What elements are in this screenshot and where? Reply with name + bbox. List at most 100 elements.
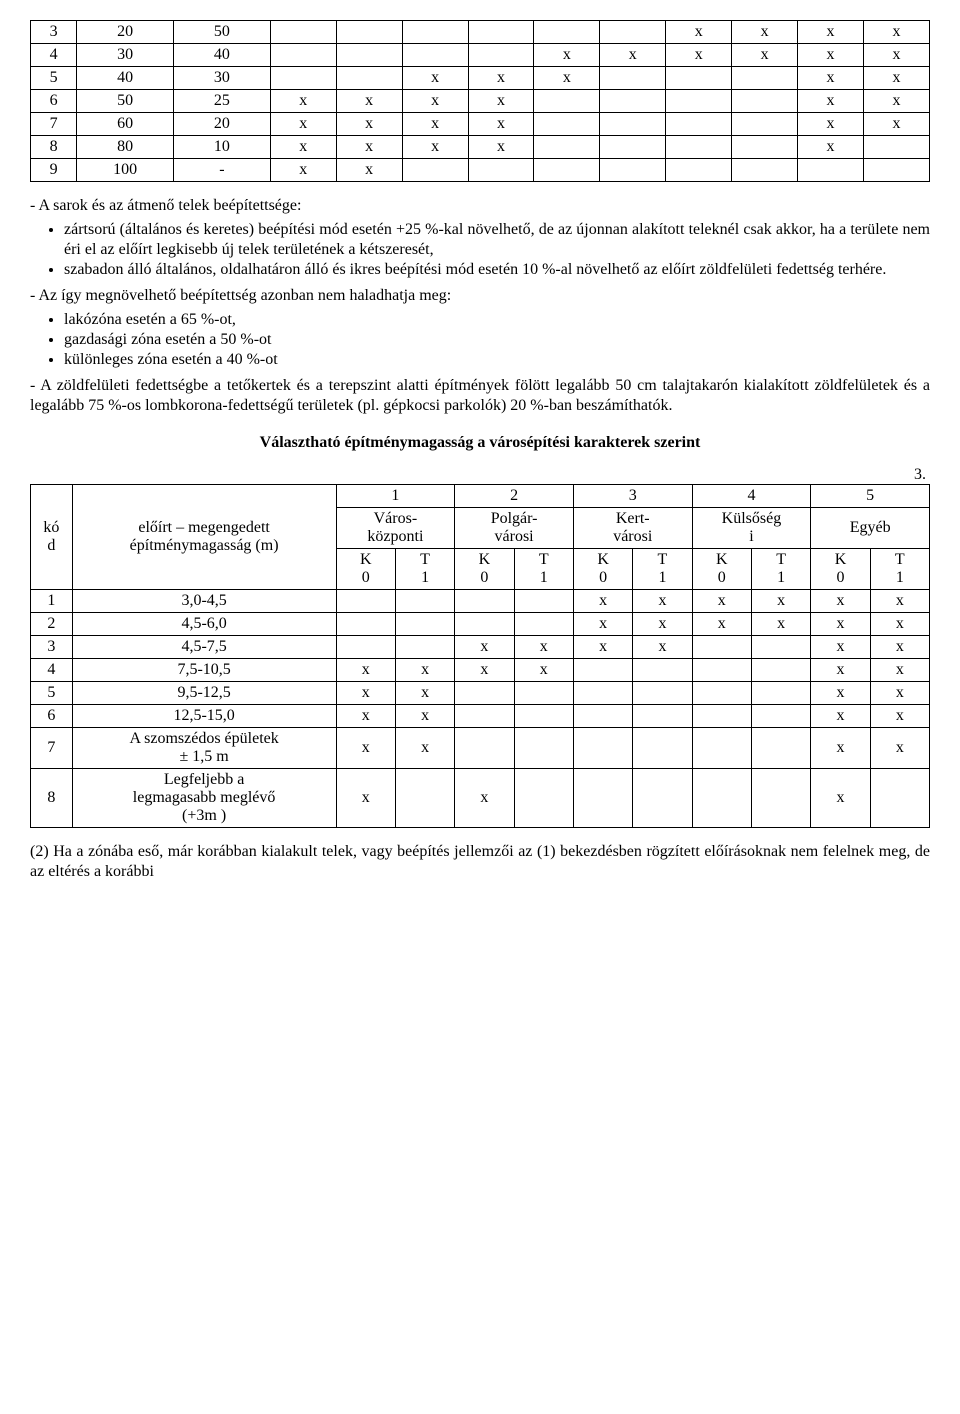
table-cell: 4 xyxy=(31,44,77,67)
table-cell: x xyxy=(468,113,534,136)
table-cell xyxy=(798,159,864,182)
table-cell: x xyxy=(798,44,864,67)
table-cell xyxy=(633,769,692,828)
table-cell xyxy=(666,113,732,136)
table-cell: 1 xyxy=(31,590,73,613)
table-cell xyxy=(732,67,798,90)
table-cell xyxy=(336,613,395,636)
table-cell: 3 xyxy=(573,485,692,508)
table-cell: 9 xyxy=(31,159,77,182)
table-cell xyxy=(732,90,798,113)
table-cell: x xyxy=(870,659,929,682)
table-cell: x xyxy=(514,659,573,682)
table-cell: x xyxy=(270,90,336,113)
table-cell xyxy=(600,21,666,44)
table-cell: 30 xyxy=(77,44,174,67)
table-cell: x xyxy=(402,113,468,136)
table-row: 8Legfeljebb a legmagasabb meglévő (+3m )… xyxy=(31,769,930,828)
table-row: 24,5-6,0xxxxxx xyxy=(31,613,930,636)
table-cell xyxy=(732,159,798,182)
table-cell xyxy=(336,636,395,659)
table-cell: x xyxy=(870,636,929,659)
table-cell: K 0 xyxy=(455,549,514,590)
table-cell: x xyxy=(732,21,798,44)
table-cell: x xyxy=(751,590,810,613)
table-cell xyxy=(514,682,573,705)
table-cell xyxy=(270,44,336,67)
table-cell xyxy=(455,590,514,613)
table-row: 13,0-4,5xxxxxx xyxy=(31,590,930,613)
table-cell: x xyxy=(811,769,870,828)
table-cell xyxy=(455,613,514,636)
table-cell xyxy=(455,728,514,769)
table-cell xyxy=(395,769,454,828)
table-cell: K 0 xyxy=(573,549,632,590)
table-cell xyxy=(395,613,454,636)
table-row: 54030xxxxx xyxy=(31,67,930,90)
table-cell: x xyxy=(633,613,692,636)
table-cell: x xyxy=(336,769,395,828)
table-cell xyxy=(402,159,468,182)
table-row: kó delőírt – megengedett építménymagassá… xyxy=(31,485,930,508)
table-cell xyxy=(336,21,402,44)
table-cell: x xyxy=(811,682,870,705)
table-2: kó delőírt – megengedett építménymagassá… xyxy=(30,484,930,828)
table-cell: 20 xyxy=(77,21,174,44)
table-cell xyxy=(692,705,751,728)
table-cell: A szomszédos épületek ± 1,5 m xyxy=(72,728,336,769)
table-cell: x xyxy=(811,613,870,636)
table-cell xyxy=(600,113,666,136)
table-cell: x xyxy=(666,21,732,44)
table-cell: 6 xyxy=(31,90,77,113)
table-cell: x xyxy=(455,769,514,828)
table-cell xyxy=(402,21,468,44)
table-cell: Polgár- városi xyxy=(455,508,574,549)
bullet-a2: szabadon álló általános, oldalhatáron ál… xyxy=(64,260,930,280)
table-cell: 7 xyxy=(31,728,73,769)
table-cell: 10 xyxy=(174,136,271,159)
table-cell xyxy=(600,159,666,182)
table-cell xyxy=(633,682,692,705)
table-cell xyxy=(336,44,402,67)
table-cell: 2 xyxy=(31,613,73,636)
table-cell xyxy=(751,769,810,828)
table-cell xyxy=(692,682,751,705)
table-cell xyxy=(600,90,666,113)
table-cell: 40 xyxy=(174,44,271,67)
table-cell: 6 xyxy=(31,705,73,728)
para-a: - A sarok és az átmenő telek beépítettsé… xyxy=(30,196,930,216)
table-cell: - xyxy=(174,159,271,182)
table-cell: x xyxy=(692,590,751,613)
table-cell: Külsőség i xyxy=(692,508,811,549)
bullets-b: lakózóna esetén a 65 %-ot, gazdasági zón… xyxy=(64,310,930,370)
para-b: - Az így megnövelhető beépítettség azonb… xyxy=(30,286,930,306)
table-cell: x xyxy=(534,67,600,90)
table-cell xyxy=(270,21,336,44)
table-cell: x xyxy=(270,159,336,182)
table-cell xyxy=(633,705,692,728)
table-cell: x xyxy=(336,113,402,136)
table-cell: Egyéb xyxy=(811,508,930,549)
table-cell xyxy=(600,67,666,90)
table-cell: x xyxy=(633,636,692,659)
table-cell: x xyxy=(811,705,870,728)
table-cell: x xyxy=(600,44,666,67)
table-cell: x xyxy=(870,590,929,613)
table-cell: 12,5-15,0 xyxy=(72,705,336,728)
table-cell xyxy=(534,90,600,113)
table-cell: K 0 xyxy=(692,549,751,590)
table-cell: K 0 xyxy=(811,549,870,590)
table-cell xyxy=(534,113,600,136)
table-cell xyxy=(534,136,600,159)
table-cell: 20 xyxy=(174,113,271,136)
section-title-2: Választható építménymagasság a városépít… xyxy=(30,434,930,452)
table-cell: x xyxy=(395,728,454,769)
table-cell xyxy=(666,136,732,159)
table-cell: x xyxy=(863,113,929,136)
bullet-b2: gazdasági zóna esetén a 50 %-ot xyxy=(64,330,930,350)
table-cell: 4,5-6,0 xyxy=(72,613,336,636)
table-cell: kó d xyxy=(31,485,73,590)
table-cell: 2 xyxy=(455,485,574,508)
table-cell: x xyxy=(666,44,732,67)
table-cell: x xyxy=(870,682,929,705)
